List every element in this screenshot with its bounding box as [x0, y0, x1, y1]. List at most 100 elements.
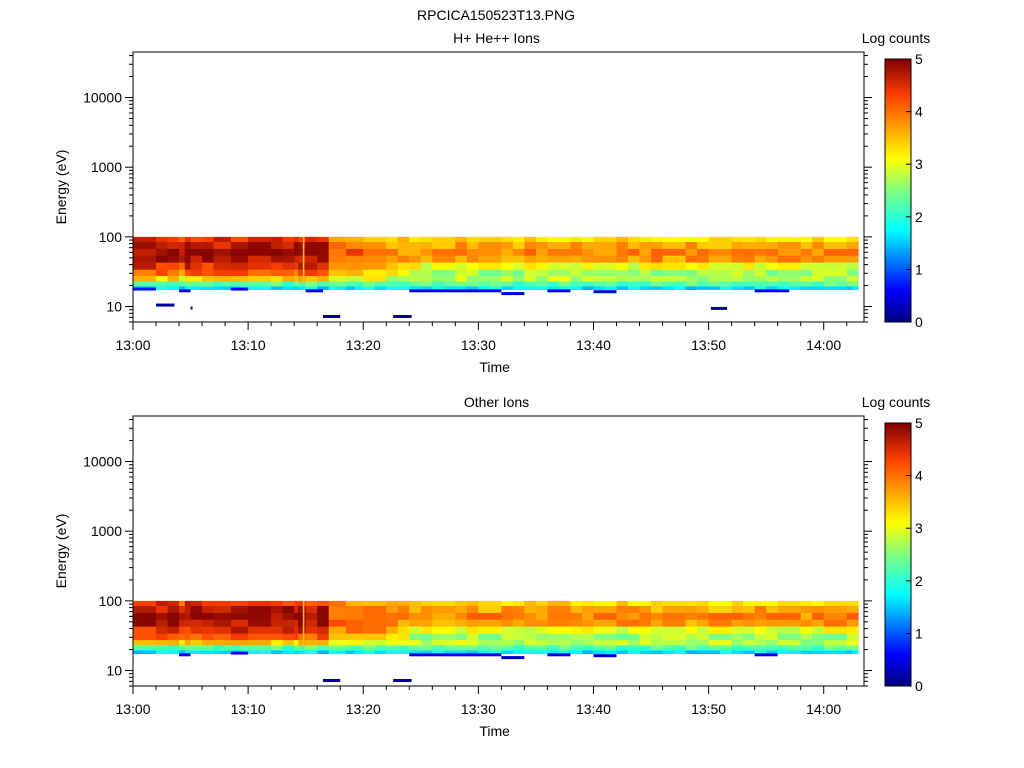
colorbar-swatch [885, 657, 911, 661]
heatmap-cell [512, 640, 525, 646]
heatmap-cell [374, 612, 387, 621]
heatmap-cell [524, 633, 537, 641]
heatmap-cell [302, 286, 305, 290]
heatmap-cell [222, 650, 232, 654]
heatmap-cell [328, 645, 338, 651]
heatmap-cell [501, 605, 514, 614]
heatmap-cell [685, 626, 698, 635]
heatmap-cell [230, 248, 240, 257]
colorbar-swatch [885, 572, 911, 577]
heatmap-cell [662, 619, 675, 628]
heatmap-cell [766, 612, 779, 621]
heatmap-cell [558, 276, 571, 282]
heatmap-cell [708, 236, 721, 243]
heatmap-cell [766, 241, 779, 250]
heatmap-cell [374, 255, 387, 264]
heatmap-cell [697, 600, 709, 607]
heatmap-cell [354, 612, 364, 621]
colorbar-swatch [885, 137, 911, 142]
heatmap-cell [593, 600, 606, 607]
heatmap-cell [720, 600, 733, 607]
heatmap-cell [547, 236, 560, 243]
heatmap-cell [345, 619, 355, 628]
heatmap-cell [674, 255, 686, 264]
heatmap-cell [731, 255, 744, 264]
heatmap-cell [593, 276, 606, 282]
heatmap-cell [846, 605, 853, 614]
heatmap-cell [317, 286, 330, 290]
heatmap-cell [374, 262, 387, 271]
heatmap-cell [317, 645, 330, 651]
heatmap-cell [812, 255, 825, 264]
heatmap-cell [685, 241, 698, 250]
heatmap-cell [345, 241, 355, 250]
heatmap-cell [184, 612, 191, 621]
colorbar-swatch [885, 601, 911, 605]
x-tick-label: 13:10 [231, 701, 266, 717]
heatmap-cell [674, 600, 686, 607]
heatmap-cell [167, 650, 180, 654]
heatmap-cell [593, 286, 606, 290]
colorbar-swatch [885, 80, 911, 84]
heatmap-cell [708, 645, 721, 651]
heatmap-cell [524, 645, 537, 651]
heatmap-cell [190, 262, 203, 271]
heatmap-cell [685, 640, 698, 646]
heatmap-cell [593, 236, 606, 243]
heatmap-cell [363, 248, 376, 257]
heatmap-cell [455, 255, 468, 264]
heatmap-cell [604, 241, 617, 250]
colorbar-swatch [885, 467, 911, 471]
heatmap-cell [374, 619, 387, 628]
colorbar-swatch [885, 604, 911, 608]
heatmap-cell [420, 605, 433, 614]
heatmap-cell [184, 626, 191, 635]
heatmap-cell [213, 276, 223, 282]
heatmap-cell [156, 650, 168, 654]
heatmap-cell [282, 248, 295, 257]
heatmap-cell [354, 241, 364, 250]
heatmap-cell [303, 248, 307, 257]
heatmap-cell [337, 262, 347, 271]
heatmap-cell [777, 262, 790, 271]
heatmap-cell [478, 605, 491, 614]
heatmap-cell [478, 281, 491, 287]
heatmap-cell [754, 286, 767, 290]
heatmap-cell [570, 640, 583, 646]
heatmap-cell [535, 640, 548, 646]
colorbar-swatch [885, 580, 911, 584]
heatmap-cell [754, 248, 767, 257]
heatmap-cell [685, 262, 698, 271]
heatmap-cell [363, 633, 376, 641]
heatmap-cell [202, 262, 214, 271]
heatmap-cell [593, 612, 606, 621]
heatmap-cell [512, 248, 525, 257]
heatmap-cell [167, 612, 180, 621]
colorbar-swatch [885, 675, 911, 679]
heatmap-cell [363, 262, 376, 271]
heatmap-cell [662, 633, 675, 641]
heatmap-cell [570, 612, 583, 621]
heatmap-cell [720, 612, 733, 621]
heatmap-cell [213, 286, 223, 290]
heatmap-cell [800, 286, 813, 290]
heatmap-cell [674, 236, 686, 243]
heatmap-cell [604, 605, 617, 614]
colorbar-swatch [885, 678, 911, 682]
heatmap-cell [230, 605, 240, 614]
heatmap-cell [345, 633, 355, 641]
heatmap-cell [184, 276, 191, 282]
heatmap-cell [604, 248, 617, 257]
heatmap-cell [489, 276, 502, 282]
heatmap-cell [466, 626, 479, 635]
heatmap-cell [386, 276, 399, 282]
heatmap-cell [478, 236, 491, 243]
heatmap-cell [303, 262, 307, 271]
heatmap-cell [337, 600, 347, 607]
heatmap-cell [524, 619, 537, 628]
heatmap-cell [581, 619, 594, 628]
heatmap-cell [363, 612, 376, 621]
colorbar-swatch [885, 108, 911, 113]
heatmap-cell [835, 612, 848, 621]
